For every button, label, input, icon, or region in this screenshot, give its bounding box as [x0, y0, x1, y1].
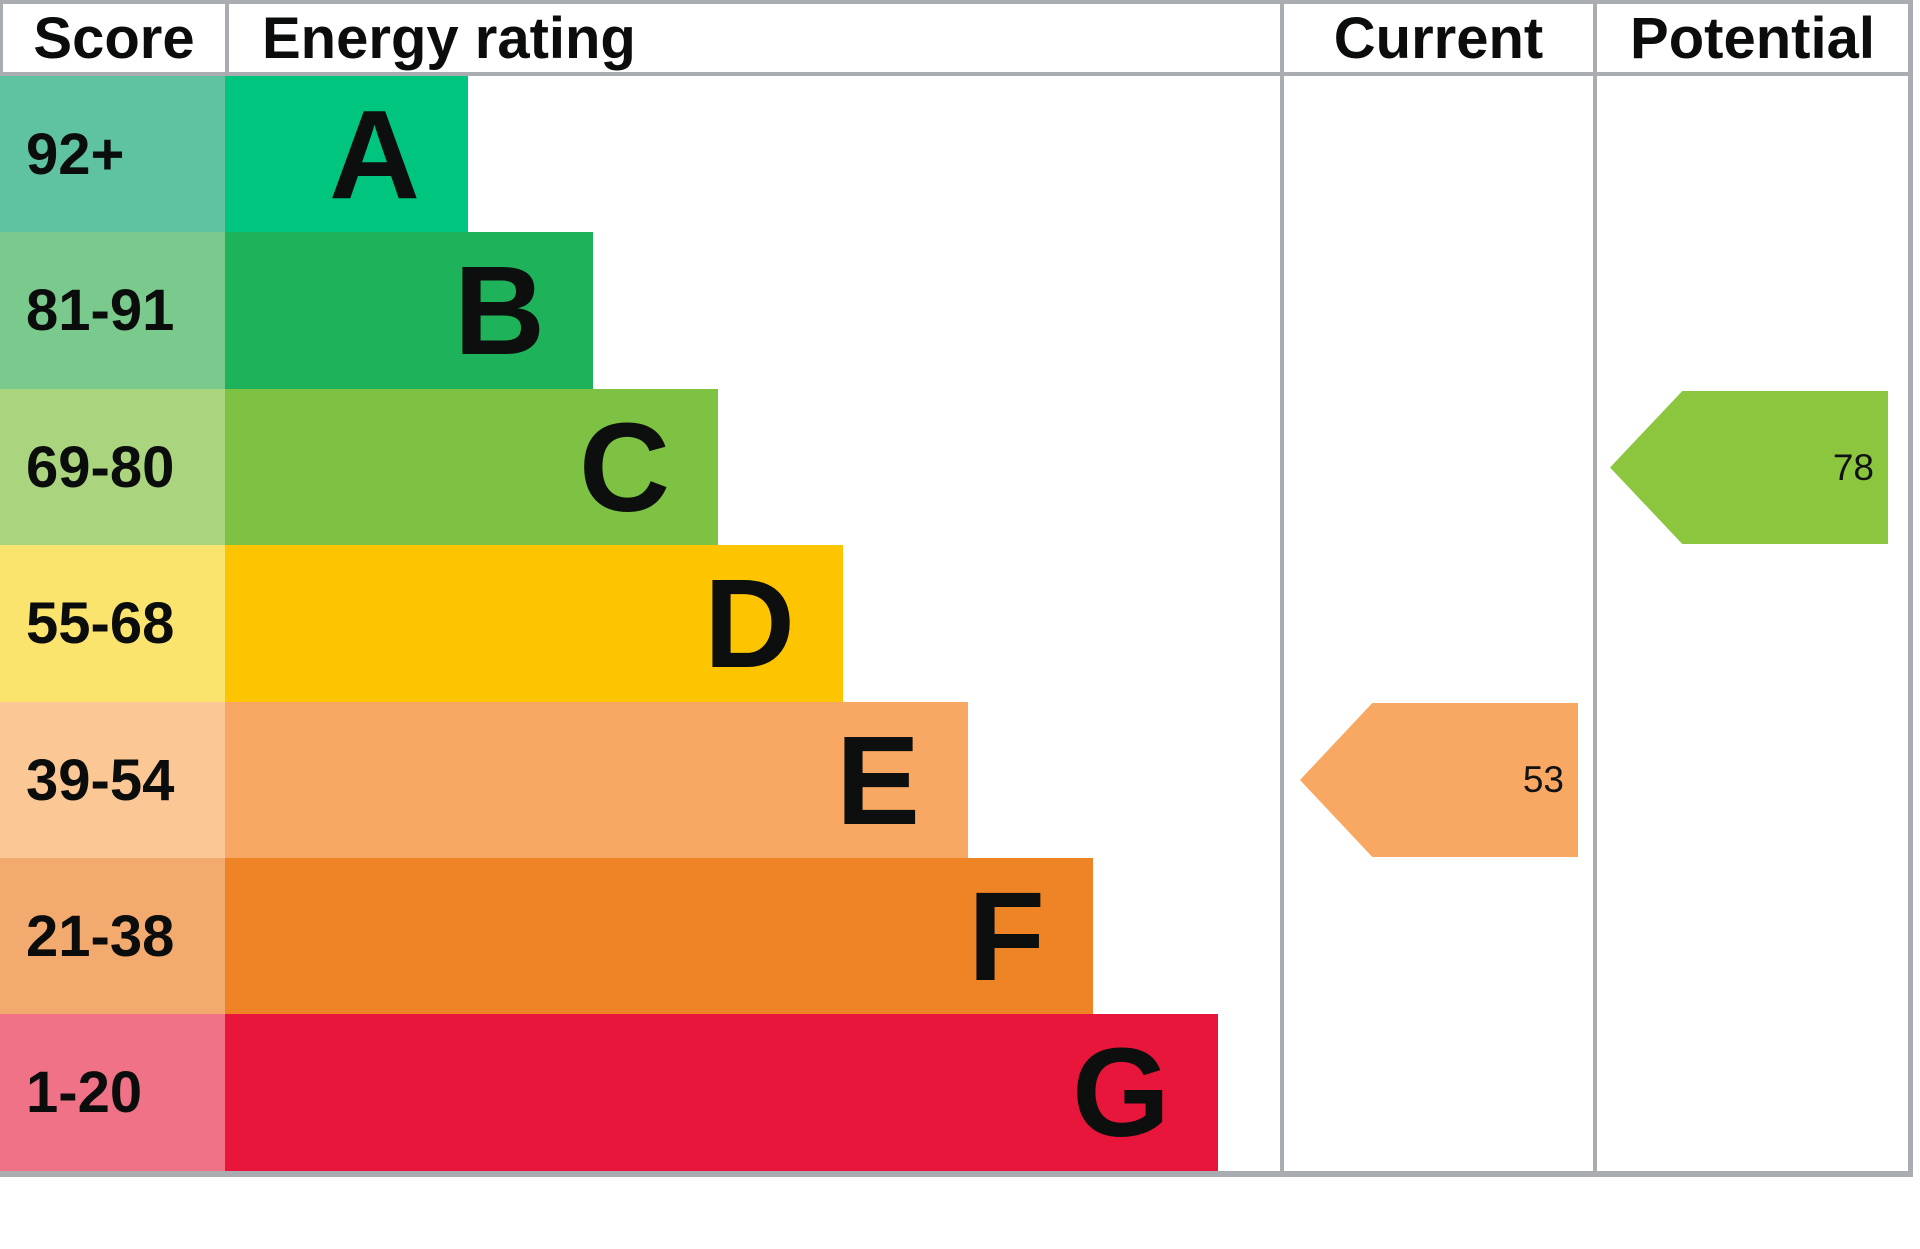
band-bar-g: G — [225, 1014, 1218, 1171]
score-range-label-b: 81-91 — [26, 278, 175, 343]
header-left-border — [0, 4, 3, 72]
table-right-border — [1908, 0, 1913, 1177]
score-range-cell-b: 81-91 — [0, 232, 225, 389]
band-letter-g: G — [1071, 1022, 1170, 1163]
score-range-cell-f: 21-38 — [0, 858, 225, 1014]
score-range-cell-c: 69-80 — [0, 389, 225, 545]
potential-column-header: Potential — [1630, 5, 1875, 71]
potential-rating-value: 78 — [1832, 446, 1874, 488]
band-bar-f: F — [225, 858, 1093, 1014]
band-bar-a: A — [225, 76, 468, 232]
band-letter-c: C — [579, 396, 670, 538]
band-bar-d: D — [225, 545, 843, 702]
score-range-cell-e: 39-54 — [0, 702, 225, 858]
score-column-divider — [225, 4, 229, 72]
header-bottom-border — [0, 72, 1913, 76]
current-rating-value: 53 — [1522, 759, 1564, 800]
current-column-header: Current — [1333, 5, 1544, 71]
current-rating-arrow: 53 — [1300, 703, 1578, 857]
score-range-cell-g: 1-20 — [0, 1014, 225, 1171]
band-letter-d: D — [704, 553, 795, 694]
current-column-divider — [1280, 4, 1284, 1177]
band-letter-b: B — [454, 240, 545, 381]
score-range-label-a: 92+ — [26, 121, 125, 187]
score-range-label-d: 55-68 — [26, 591, 175, 656]
score-range-label-f: 21-38 — [26, 903, 175, 969]
score-range-cell-d: 55-68 — [0, 545, 225, 702]
band-bar-e: E — [225, 702, 968, 858]
score-column-header: Score — [33, 5, 195, 71]
band-letter-f: F — [968, 865, 1045, 1007]
score-range-label-g: 1-20 — [26, 1060, 143, 1125]
band-bar-b: B — [225, 232, 593, 389]
potential-column-divider — [1593, 4, 1597, 1177]
band-bar-c: C — [225, 389, 718, 545]
score-range-label-c: 69-80 — [26, 434, 175, 500]
energy-rating-column-header: Energy rating — [262, 5, 636, 71]
table-top-border — [0, 0, 1913, 4]
band-letter-e: E — [835, 709, 920, 851]
score-range-label-e: 39-54 — [26, 747, 175, 813]
band-letter-a: A — [329, 83, 420, 225]
potential-rating-arrow: 78 — [1610, 391, 1888, 544]
score-range-cell-a: 92+ — [0, 76, 225, 232]
table-bottom-border — [0, 1171, 1913, 1177]
